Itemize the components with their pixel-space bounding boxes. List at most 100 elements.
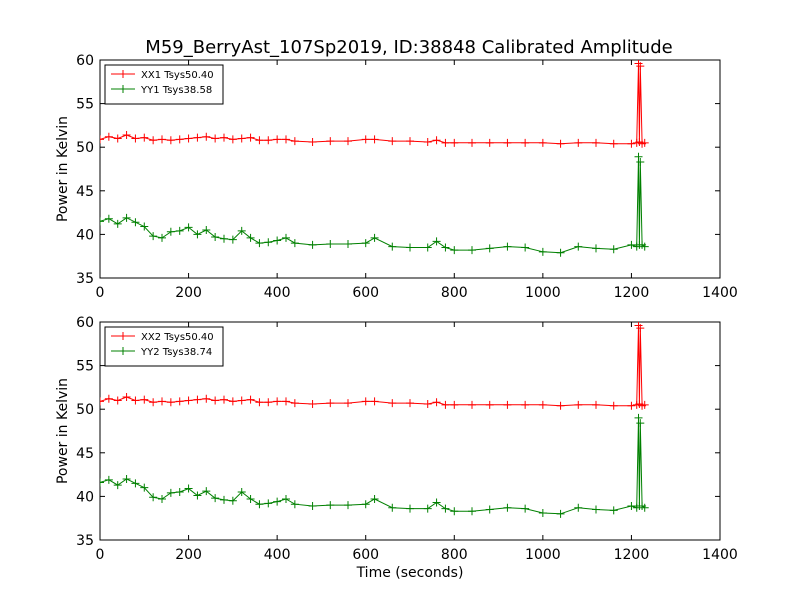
data-point-marker [503,503,512,512]
data-point-marker [158,233,166,242]
data-point-marker [344,239,352,248]
data-point-marker [556,401,565,410]
data-point-marker [538,400,547,409]
y-tick-label: 50 [76,402,94,418]
data-point-marker [113,481,122,490]
data-point-marker [140,395,149,404]
data-point-marker [344,501,352,510]
data-point-marker [149,136,158,145]
data-point-marker [574,242,583,251]
data-point-marker [228,135,237,144]
data-point-marker [104,394,113,403]
data-point-marker [246,233,255,242]
data-point-marker [290,137,299,146]
data-point-marker [308,137,317,146]
data-point-marker [627,501,636,510]
x-tick-label: 600 [352,547,379,563]
data-point-marker [237,488,246,497]
data-point-marker [388,503,397,512]
data-point-marker [131,134,140,143]
legend: XX2 Tsys50.40 YY2 Tsys38.74 [104,326,224,367]
data-point-marker [175,397,184,406]
data-point-marker [282,495,290,504]
data-point-marker [609,401,618,410]
data-point-marker [308,501,317,510]
data-point-marker [388,242,397,251]
data-point-marker [432,398,441,407]
data-point-marker [485,505,494,514]
data-point-marker [592,138,600,147]
data-point-marker [423,137,432,146]
data-point-marker [432,136,441,145]
data-point-marker [166,227,175,236]
data-point-marker [370,135,379,144]
data-point-marker [468,400,476,409]
legend-swatch-marker [119,85,127,93]
data-point-marker [556,139,565,148]
legend-box [104,326,224,367]
y-tick-label: 35 [76,271,94,287]
data-point-marker [423,399,432,408]
data-point-marker [609,506,618,515]
data-point-marker [158,495,166,504]
data-point-marker [175,488,184,497]
data-point-marker [149,398,158,407]
y-tick-label: 40 [76,227,94,243]
data-point-marker [432,498,441,507]
data-point-marker [100,397,104,406]
x-tick-label: 1000 [525,547,561,563]
data-point-marker [406,137,414,146]
y-tick-label: 35 [76,533,94,549]
data-point-marker [193,491,202,500]
data-point-marker [184,484,193,493]
figure-title: M59_BerryAst_107Sp2019, ID:38848 Calibra… [145,37,672,58]
data-point-marker [246,133,255,142]
data-point-marker [640,400,649,409]
data-point-marker [202,487,211,496]
data-point-marker [104,475,113,484]
data-point-marker [220,395,228,404]
data-point-marker [220,133,228,142]
data-point-marker [113,219,122,228]
data-point-marker [166,136,175,145]
plot-area-frame [99,321,721,541]
data-point-marker [122,213,131,222]
data-point-marker [521,504,530,513]
data-point-marker [406,504,414,513]
data-point-marker [273,397,282,406]
data-point-marker [202,226,211,235]
legend-label: YY1 Tsys38.58 [140,85,212,96]
data-point-marker [344,399,352,408]
y-tick-label: 55 [76,97,94,113]
data-point-marker [640,503,649,512]
data-point-marker [211,396,220,405]
legend-swatch-marker [119,347,127,355]
data-point-marker [273,236,282,245]
data-point-marker [468,507,476,516]
data-point-marker [441,504,450,513]
legend-label: YY2 Tsys38.74 [140,347,212,358]
data-point-marker [202,394,211,403]
data-point-marker [282,397,290,406]
data-point-marker [636,158,645,167]
data-point-marker [228,235,237,244]
data-point-marker [574,138,583,147]
data-point-marker [592,400,600,409]
data-point-marker [264,499,273,508]
data-point-marker [113,396,122,405]
data-point-marker [361,135,370,144]
data-point-marker [468,138,476,147]
data-point-marker [100,478,104,487]
data-point-marker [100,217,104,226]
data-point-marker [140,133,149,142]
data-point-marker [423,504,432,513]
data-point-marker [140,222,149,231]
data-point-marker [308,399,317,408]
data-point-marker [503,242,512,251]
x-tick-label: 200 [175,285,202,301]
data-point-marker [441,243,450,252]
data-point-marker [104,214,113,223]
data-point-marker [574,503,583,512]
data-point-marker [140,483,149,492]
data-point-marker [634,152,643,161]
